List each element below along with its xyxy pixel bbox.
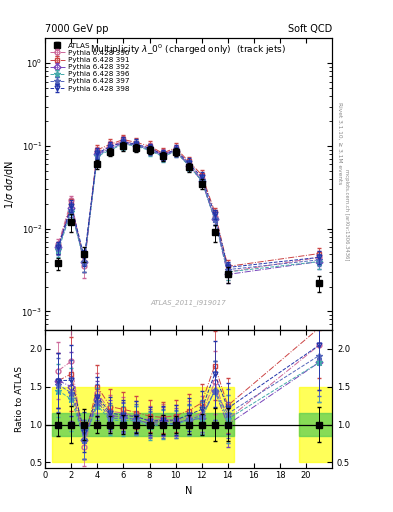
Text: Rivet 3.1.10, ≥ 3.1M events: Rivet 3.1.10, ≥ 3.1M events [337, 102, 342, 184]
Legend: ATLAS, Pythia 6.428 390, Pythia 6.428 391, Pythia 6.428 392, Pythia 6.428 396, P: ATLAS, Pythia 6.428 390, Pythia 6.428 39… [48, 40, 132, 94]
Y-axis label: 1/$\sigma$ d$\sigma$/dN: 1/$\sigma$ d$\sigma$/dN [3, 160, 16, 208]
Text: mcplots.cern.ch [arXiv:1306.3436]: mcplots.cern.ch [arXiv:1306.3436] [344, 169, 349, 261]
Text: ATLAS_2011_I919017: ATLAS_2011_I919017 [151, 300, 226, 307]
Text: 7000 GeV pp: 7000 GeV pp [45, 24, 109, 34]
Bar [52, 413, 234, 436]
Y-axis label: Ratio to ATLAS: Ratio to ATLAS [15, 366, 24, 432]
Text: Soft QCD: Soft QCD [288, 24, 332, 34]
Bar [52, 387, 234, 462]
Bar [299, 413, 332, 436]
Bar [299, 387, 332, 462]
Text: Multiplicity $\lambda\_0^0$ (charged only)  (track jets): Multiplicity $\lambda\_0^0$ (charged onl… [90, 43, 287, 57]
X-axis label: N: N [185, 486, 192, 496]
